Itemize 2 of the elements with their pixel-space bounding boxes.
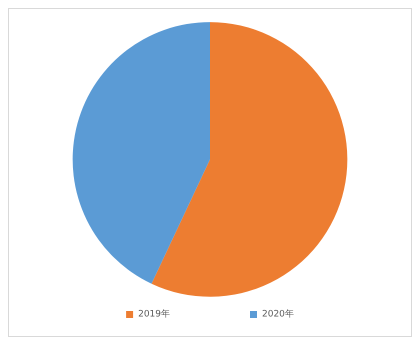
legend-label: 2020年 bbox=[262, 308, 294, 320]
legend-label: 2019年 bbox=[138, 308, 170, 320]
